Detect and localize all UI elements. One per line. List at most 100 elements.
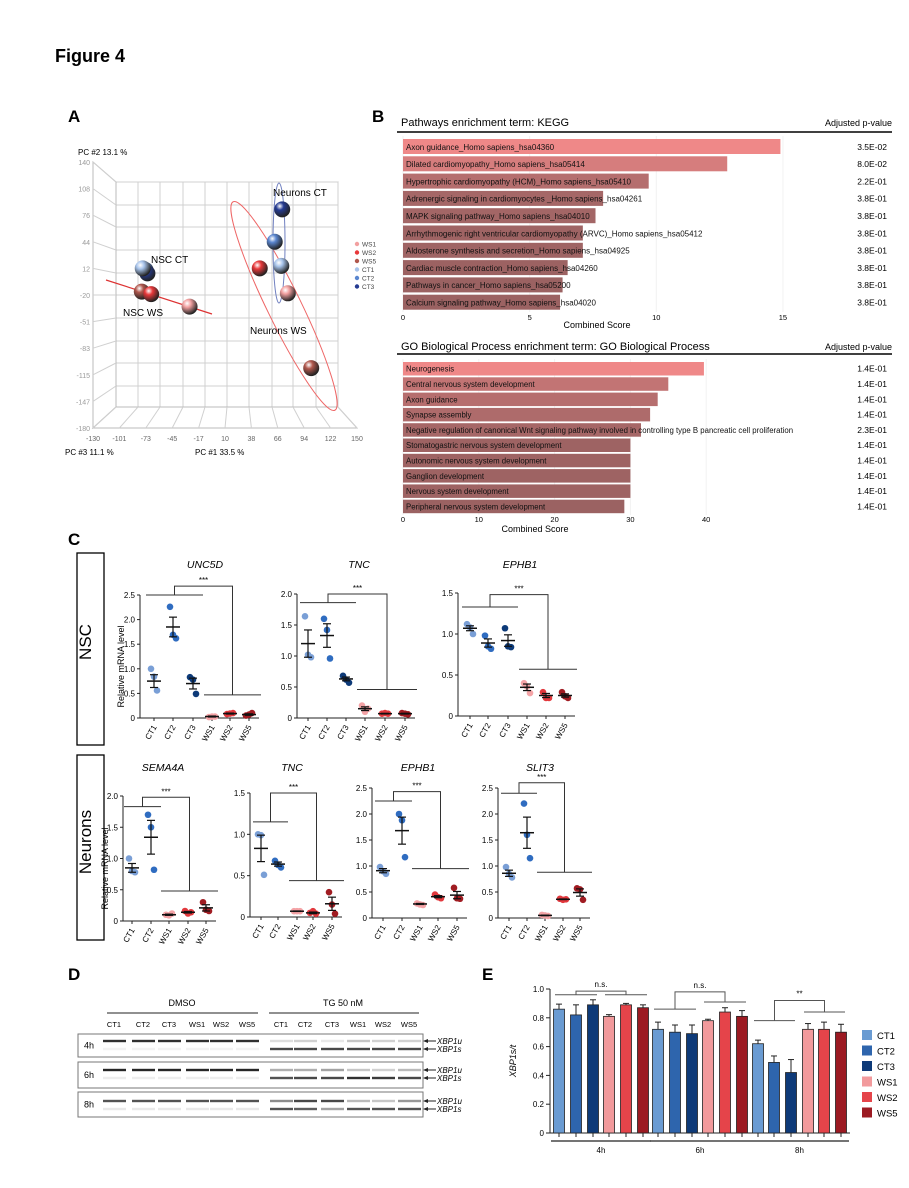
pvalue: 3.8E-01 (857, 246, 887, 256)
band-xbp1u (132, 1068, 155, 1072)
band-label: XBP1u (436, 1097, 462, 1106)
band-xbp1u (372, 1068, 395, 1072)
term-label: Pathways in cancer_Homo sapiens_hsa05200 (406, 281, 571, 290)
term-label: MAPK signaling pathway_Homo sapiens_hsa0… (406, 212, 590, 221)
band-xbp1u (372, 1099, 395, 1103)
enrichment-bar (403, 484, 631, 498)
gene-title: SLIT3 (526, 762, 554, 774)
band-xbp1s (158, 1076, 181, 1080)
significance-bracket (327, 593, 388, 690)
legend-swatch-ct3 (862, 1061, 872, 1071)
enrichment-bar (403, 469, 631, 483)
data-point-ct1 (469, 630, 477, 638)
band-xbp1s (158, 1107, 181, 1111)
grid-line (271, 406, 279, 429)
y-tick-label: 0 (489, 914, 494, 923)
significance-label: *** (353, 584, 362, 593)
data-point-ws5 (331, 910, 339, 917)
pvalue: 3.8E-01 (857, 280, 887, 290)
gel-strip-4h (77, 1033, 424, 1058)
bar-6h-ct2 (669, 1031, 681, 1134)
data-point-ws5 (325, 888, 333, 896)
significance-bracket (674, 991, 726, 1010)
band-xbp1u (270, 1039, 293, 1043)
data-point-ct1 (301, 613, 309, 620)
bar-4h-ws2 (620, 1004, 632, 1134)
band-xbp1s (132, 1047, 155, 1051)
grid-line (92, 340, 117, 349)
timepoint-label: 8h (84, 1100, 94, 1110)
xbp1-ratio-chart: 0 0.2 0.4 0.6 0.8 1.0 XBP1s/t 4h n.s. 6h n.s. 8h ** C… (508, 980, 898, 1155)
enrichment-bar (403, 499, 625, 514)
band-xbp1s (210, 1047, 233, 1051)
xbp1-splicing-gel: DMSO TG 50 nM CT1 CT2 CT3 WS1 WS2 WS5 CT1 CT2 CT3 W… (77, 998, 462, 1118)
data-point-ct2 (526, 854, 534, 862)
grid-line (315, 406, 332, 429)
data-point-ws5 (564, 694, 572, 702)
data-point-ct2 (172, 634, 180, 642)
lane-label: WS5 (401, 1020, 417, 1029)
data-point-ct3 (507, 643, 515, 651)
legend-label: CT3 (362, 284, 375, 291)
y-tick-label: 0 (449, 712, 454, 721)
bar-8h-ws1 (802, 1028, 814, 1134)
data-point-ct2 (401, 853, 409, 861)
group-label-neurons-ws: Neurons WS (250, 326, 307, 337)
pvalue: 3.8E-01 (857, 263, 887, 273)
y-tick-label: 0.5 (107, 886, 119, 895)
data-point-ct2 (150, 866, 158, 874)
y-tick-label: 0.5 (281, 683, 293, 692)
pvalue: 1.4E-01 (857, 410, 887, 420)
band-xbp1u (398, 1068, 421, 1072)
y-axis-label: XBP1s/t (508, 1044, 518, 1078)
gene-title: TNC (281, 762, 303, 774)
significance-bracket (393, 791, 441, 869)
grid-line (337, 406, 358, 429)
grid-line (92, 267, 117, 274)
band-xbp1u (236, 1039, 259, 1043)
band-label: XBP1s (436, 1045, 461, 1054)
y-tick-label: 2.0 (107, 792, 119, 801)
legend-marker (354, 258, 360, 264)
pca-point-neurons-ct2 (266, 233, 283, 250)
pca-x-tick: -45 (167, 436, 177, 443)
term-label: Neurogenesis (406, 365, 454, 374)
x-tick: 30 (626, 515, 634, 524)
bar-8h-ws5 (835, 1031, 847, 1134)
data-point-ct3 (501, 624, 509, 632)
kegg-chart: Pathways enrichment term: KEGG Adjusted p… (397, 117, 892, 330)
band-xbp1u (210, 1099, 233, 1103)
pca-x-tick: -130 (86, 436, 100, 443)
bar-8h-ct2 (768, 1062, 780, 1134)
term-label: Dilated cardiomyopathy_Homo sapiens_hsa0… (406, 160, 585, 169)
arrow-icon (423, 1068, 428, 1072)
x-tick: 0 (401, 313, 405, 322)
band-xbp1s (132, 1076, 155, 1080)
band-xbp1u (132, 1099, 155, 1103)
gel-strip-6h (77, 1061, 424, 1089)
enrichment-bar (403, 156, 728, 172)
bar-4h-ws5 (637, 1007, 649, 1134)
enrichment-bar (403, 294, 561, 310)
significance-bracket (270, 792, 317, 881)
pca-x-tick: 122 (325, 436, 337, 443)
nsc-row-box (76, 552, 105, 746)
significance-label: *** (199, 576, 208, 585)
band-xbp1u (347, 1039, 370, 1043)
term-label: Ganglion development (406, 472, 485, 481)
band-xbp1s (186, 1047, 209, 1051)
pca-x-tick: 66 (274, 436, 282, 443)
y-tick-label: 0.5 (124, 689, 136, 698)
legend-marker (354, 267, 360, 272)
legend-swatch-ws5 (862, 1107, 872, 1118)
band-xbp1u (158, 1099, 181, 1103)
legend-swatch-ws1 (862, 1076, 872, 1087)
pca-y-tick: -83 (80, 346, 90, 353)
y-tick-label: 0.4 (533, 1071, 545, 1080)
band-xbp1u (372, 1039, 395, 1043)
pca-x-label: PC #1 33.5 % (195, 448, 244, 457)
data-point-ws1 (358, 702, 366, 709)
